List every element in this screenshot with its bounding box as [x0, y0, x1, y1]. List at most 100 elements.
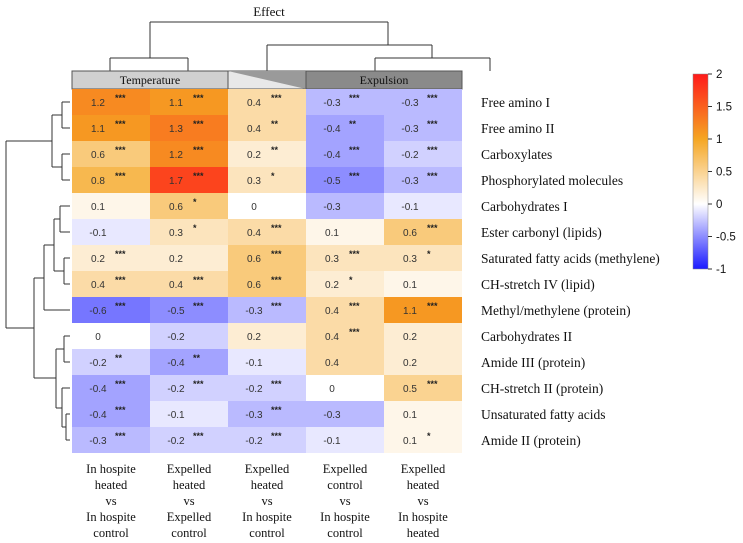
significance-marker: ***	[193, 275, 204, 285]
cell-value-label: 0.1	[403, 280, 417, 291]
heatmap-cell	[306, 219, 384, 245]
heatmap-cell	[72, 193, 150, 219]
heatmap-cell	[150, 115, 228, 141]
significance-marker: ***	[193, 145, 204, 155]
heatmap-cell	[306, 141, 384, 167]
significance-marker: ***	[427, 145, 438, 155]
heatmap-cell	[72, 141, 150, 167]
significance-marker: ***	[115, 119, 126, 129]
column-label-line: control	[93, 526, 129, 540]
heatmap-cell	[306, 115, 384, 141]
cell-value-label: -0.3	[89, 436, 107, 447]
heatmap-cell	[150, 89, 228, 115]
cell-value-label: -0.3	[401, 98, 419, 109]
heatmap-cell	[228, 193, 306, 219]
group-headers: Temperature Expulsion	[71, 70, 463, 90]
cell-value-label: -0.5	[167, 306, 185, 317]
significance-marker: ***	[115, 249, 126, 259]
cell-value-label: 0.2	[169, 254, 183, 265]
significance-marker: ***	[427, 301, 438, 311]
row-label: Phosphorylated molecules	[481, 173, 623, 188]
significance-marker: ***	[349, 327, 360, 337]
heatmap-cell	[150, 297, 228, 323]
significance-marker: ***	[271, 93, 282, 103]
significance-marker: *	[349, 275, 353, 285]
column-labels: In hospite heated vs In hospite control Expel…	[86, 462, 448, 540]
column-label-line: In hospite	[320, 510, 370, 524]
column-label-line: control	[171, 526, 207, 540]
colorbar-tick-label: -1	[716, 264, 726, 276]
heatmap-cell	[384, 141, 462, 167]
significance-marker: ***	[115, 301, 126, 311]
significance-marker: ***	[349, 145, 360, 155]
cell-value-label: -0.3	[401, 124, 419, 135]
heatmap-cell	[72, 89, 150, 115]
significance-marker: ***	[427, 119, 438, 129]
heatmap-cell	[306, 271, 384, 297]
heatmap-cell	[228, 141, 306, 167]
heatmap-cell	[228, 323, 306, 349]
significance-marker: ***	[271, 301, 282, 311]
group-header-expulsion-label: Expulsion	[360, 73, 409, 87]
cell-value-label: -0.6	[89, 306, 107, 317]
heatmap-cell	[72, 219, 150, 245]
row-label: Saturated fatty acids (methylene)	[481, 251, 660, 266]
heatmap-cell	[150, 427, 228, 453]
row-label: Carbohydrates II	[481, 329, 573, 344]
significance-marker: *	[427, 249, 431, 259]
heatmap-cell	[72, 401, 150, 427]
significance-marker: ***	[193, 171, 204, 181]
cell-value-label: -0.1	[245, 358, 263, 369]
cell-value-label: 0.1	[325, 228, 339, 239]
heatmap-cell	[150, 219, 228, 245]
cell-value-label: 0.6	[247, 280, 261, 291]
significance-marker: ***	[271, 379, 282, 389]
heatmap-cell	[72, 323, 150, 349]
significance-marker: ***	[349, 171, 360, 181]
column-label-line: vs	[261, 494, 272, 508]
cell-value-label: 0.8	[91, 176, 105, 187]
significance-marker: **	[193, 353, 201, 363]
heatmap-cell	[228, 375, 306, 401]
cell-value-label: -0.2	[401, 150, 419, 161]
cell-value-label: 0.1	[403, 436, 417, 447]
column-label-line: vs	[417, 494, 428, 508]
cell-value-label: 0	[329, 384, 335, 395]
cell-value-label: 0.4	[169, 280, 183, 291]
heatmap-cell	[150, 349, 228, 375]
cell-value-label: 0.3	[169, 228, 183, 239]
cell-value-label: -0.2	[89, 358, 107, 369]
cell-value-label: -0.2	[167, 436, 185, 447]
column-label-line: heated	[407, 478, 440, 492]
significance-marker: ***	[349, 301, 360, 311]
colorbar-tick-label: 1.5	[716, 102, 732, 114]
cell-value-label: 0.2	[325, 280, 339, 291]
heatmap-cell	[306, 167, 384, 193]
cell-value-label: -0.1	[89, 228, 107, 239]
row-label: CH-stretch II (protein)	[481, 381, 603, 396]
cell-value-label: 0.2	[247, 150, 261, 161]
significance-marker: ***	[427, 379, 438, 389]
column-label-line: control	[249, 526, 285, 540]
colorbar-tick-label: 1	[716, 134, 722, 146]
heatmap-cell	[150, 323, 228, 349]
cell-value-label: 1.3	[169, 124, 183, 135]
cell-value-label: 0.2	[403, 332, 417, 343]
colorbar-ticks: 2 1.5 1 0.5 0 -0.5 -1	[708, 69, 736, 276]
heatmap-cell	[384, 89, 462, 115]
significance-marker: ***	[115, 405, 126, 415]
cell-value-label: -0.4	[167, 358, 185, 369]
column-label-line: In hospite	[86, 462, 136, 476]
heatmap-cell	[72, 427, 150, 453]
heatmap-cell	[72, 375, 150, 401]
significance-marker: ***	[427, 93, 438, 103]
heatmap-cell	[306, 89, 384, 115]
column-label-line: In hospite	[242, 510, 292, 524]
cell-value-label: 0.4	[325, 332, 339, 343]
heatmap-cell	[384, 427, 462, 453]
heatmap-cell	[384, 219, 462, 245]
chart-title: Effect	[253, 4, 285, 19]
heatmap-cell	[72, 271, 150, 297]
significance-marker: ***	[115, 171, 126, 181]
